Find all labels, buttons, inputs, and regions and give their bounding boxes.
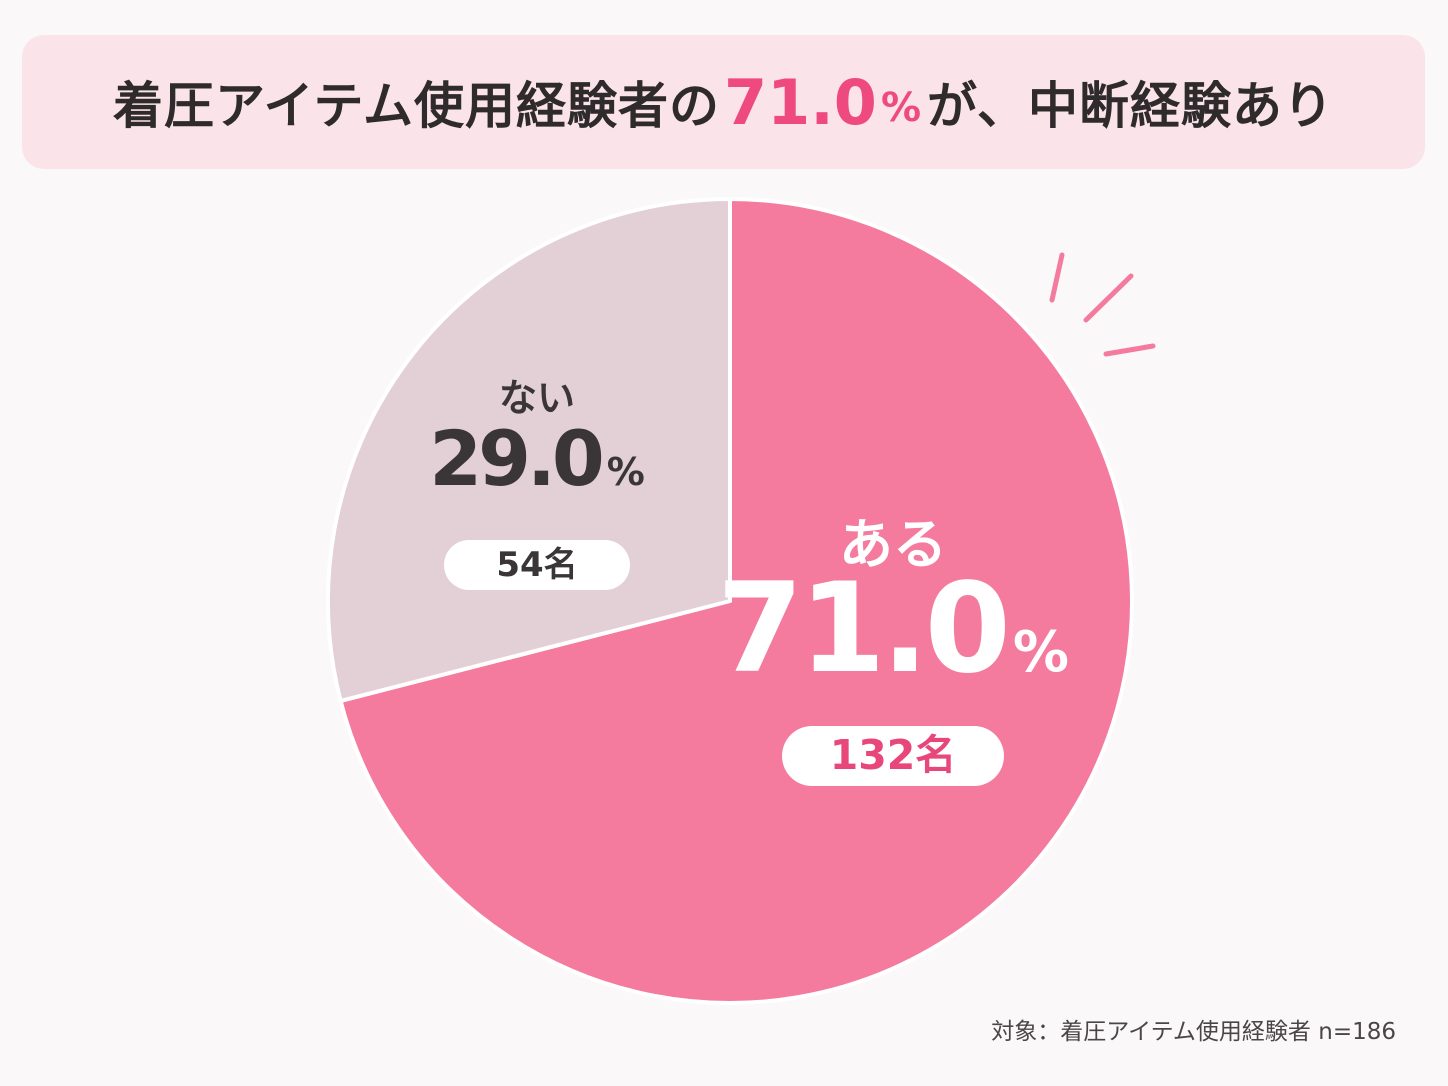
slice-label-no: ない (499, 376, 575, 420)
footnote: 対象：着圧アイテム使用経験者 n=186 (991, 1019, 1396, 1045)
pie-slice-yes (338, 197, 1134, 1005)
emphasis-lines-icon (1049, 252, 1156, 357)
title-highlight-value: 71.0 (723, 65, 877, 139)
title-banner: 着圧アイテム使用経験者の 71.0 % が、中断経験あり (22, 35, 1425, 169)
slice-label-yes: ある (839, 513, 947, 576)
count-badge-yes (782, 726, 1004, 786)
title-highlight-unit: % (880, 85, 922, 131)
pie-slice-no (326, 197, 732, 703)
slice-count-yes: 132名 (830, 731, 957, 779)
slice-percent-yes: 71.0% (717, 557, 1069, 701)
slice-percent-no: 29.0% (429, 414, 645, 503)
title-suffix: が、中断経験あり (927, 77, 1335, 135)
title-prefix: 着圧アイテム使用経験者の (112, 77, 720, 135)
slice-count-no: 54名 (496, 545, 577, 585)
count-badge-no (444, 540, 630, 590)
